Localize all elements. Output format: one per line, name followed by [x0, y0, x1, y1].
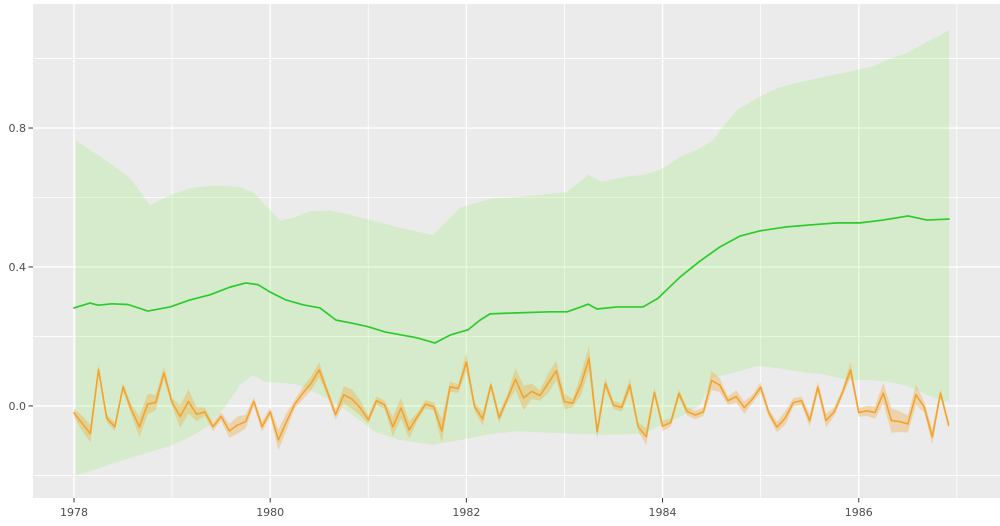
green-line [73, 215, 950, 344]
plot-panel [33, 4, 1000, 498]
x-axis-label: 1982 [452, 506, 480, 519]
x-axis-label: 1986 [845, 506, 873, 519]
y-axis-label: 0.4 [9, 261, 27, 274]
x-axis-label: 1980 [256, 506, 284, 519]
y-axis-label: 0.8 [9, 122, 27, 135]
x-axis-label: 1978 [60, 506, 88, 519]
x-axis-label: 1984 [649, 506, 677, 519]
orange-line [73, 357, 950, 441]
y-axis-label: 0.0 [9, 400, 27, 413]
green-ribbon [75, 30, 949, 476]
